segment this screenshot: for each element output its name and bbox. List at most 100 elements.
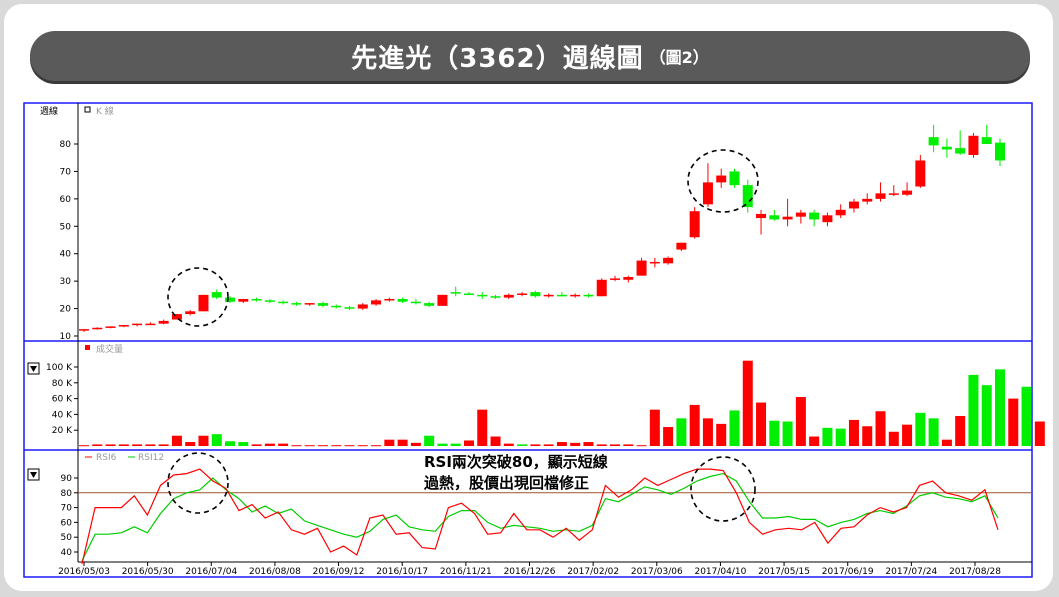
kline-legend-icon — [84, 106, 91, 113]
candle-body — [92, 327, 103, 330]
candle-body — [304, 303, 315, 305]
candle-body — [238, 298, 249, 302]
chart-subtitle: （圖2） — [649, 48, 709, 67]
candle-body — [583, 294, 594, 297]
volume-bar — [344, 445, 355, 447]
candle-body — [211, 292, 222, 298]
volume-bar — [636, 445, 647, 447]
volume-bar — [331, 445, 342, 447]
candle-body — [689, 211, 700, 238]
candle-body — [676, 242, 687, 250]
volume-bar — [437, 443, 448, 446]
candle-body — [888, 193, 899, 195]
volume-bar — [543, 444, 554, 446]
candle-body — [317, 303, 328, 306]
volume-bar — [795, 397, 806, 446]
rsi-tick-label: 70 — [61, 504, 73, 514]
price-tick-label: 20 — [60, 305, 72, 315]
rsi-tick-label: 50 — [61, 533, 73, 543]
x-tick-label: 2016/10/17 — [376, 567, 428, 577]
volume-bar — [968, 374, 979, 446]
price-tick-label: 60 — [60, 195, 72, 205]
volume-panel-toggle[interactable] — [27, 362, 40, 375]
candle-body — [357, 304, 368, 309]
candle-body — [995, 142, 1005, 161]
rsi6-legend: RSI6 — [96, 453, 117, 463]
volume-bar — [211, 434, 222, 446]
rsi-tick-label: 40 — [61, 548, 73, 558]
kline-legend: K 線 — [96, 105, 114, 117]
x-tick-label: 2016/11/21 — [440, 567, 492, 577]
volume-tick-label: 80 K — [52, 379, 73, 389]
price-tick-label: 80 — [60, 140, 72, 150]
candle-body — [928, 137, 939, 146]
candle-body — [570, 294, 581, 297]
candle-body — [915, 160, 926, 187]
chart-title: 先進光（3362）週線圖 — [351, 43, 644, 74]
candle-body — [875, 193, 886, 199]
volume-bar — [384, 439, 395, 446]
volume-legend-icon — [85, 345, 90, 350]
candle-body — [278, 301, 289, 304]
candle-body — [437, 294, 448, 306]
candle-body — [198, 294, 209, 312]
rsi12-line — [81, 472, 999, 562]
candle-body — [702, 182, 713, 205]
volume-bar — [291, 445, 302, 447]
candle-body — [158, 320, 169, 324]
candle-body — [477, 294, 488, 297]
volume-bar — [517, 444, 528, 446]
candle-body — [371, 300, 382, 305]
period-label: 週線 — [40, 105, 58, 117]
volume-tick-label: 100 K — [46, 363, 73, 373]
candle-body — [968, 135, 979, 155]
candle-body — [264, 300, 275, 302]
candle-body — [450, 292, 461, 294]
candle-body — [463, 293, 474, 295]
candle-body — [490, 296, 501, 298]
volume-bar — [596, 444, 607, 446]
highlight-circle-price-1 — [167, 267, 229, 327]
candle-body — [331, 305, 342, 308]
candle-body — [902, 190, 913, 195]
volume-bar — [278, 443, 289, 446]
volume-bar — [490, 436, 501, 446]
volume-bar — [995, 369, 1005, 446]
volume-bar — [185, 442, 196, 446]
volume-bar — [132, 444, 143, 446]
rsi-tick-label: 60 — [61, 518, 73, 528]
candle-body — [543, 294, 554, 297]
candle-body — [610, 278, 621, 280]
volume-bar — [702, 418, 713, 446]
candle-body — [809, 212, 820, 220]
volume-bar — [583, 442, 594, 446]
candle-body — [955, 148, 966, 154]
volume-bar — [716, 423, 727, 446]
volume-bar — [264, 443, 275, 446]
candle-body — [649, 261, 660, 264]
x-tick-label: 2016/08/08 — [249, 567, 301, 577]
volume-bar — [782, 421, 793, 446]
candle-body — [941, 146, 952, 150]
volume-bar — [742, 360, 753, 446]
volume-bar — [1034, 421, 1045, 446]
volume-bar — [689, 404, 700, 446]
candle-body — [848, 201, 859, 209]
volume-bar — [1021, 386, 1032, 446]
volume-bar — [835, 428, 846, 446]
volume-bar — [317, 445, 328, 447]
candle-body — [636, 260, 647, 276]
rsi-axis: 40 50 60 70 80 90 — [61, 474, 78, 558]
candle-body — [822, 215, 833, 223]
volume-bar — [570, 442, 581, 446]
volume-bar — [371, 445, 382, 447]
candle-body — [596, 279, 607, 297]
volume-legend: 成交量 — [96, 343, 123, 355]
rsi-panel-toggle[interactable] — [27, 468, 40, 481]
rsi12-legend: RSI12 — [138, 453, 164, 463]
volume-bar — [981, 385, 992, 446]
candle-body — [291, 303, 302, 305]
volume-tick-label: 60 K — [52, 395, 73, 405]
volume-bar — [556, 442, 567, 446]
candle-body — [623, 277, 634, 280]
